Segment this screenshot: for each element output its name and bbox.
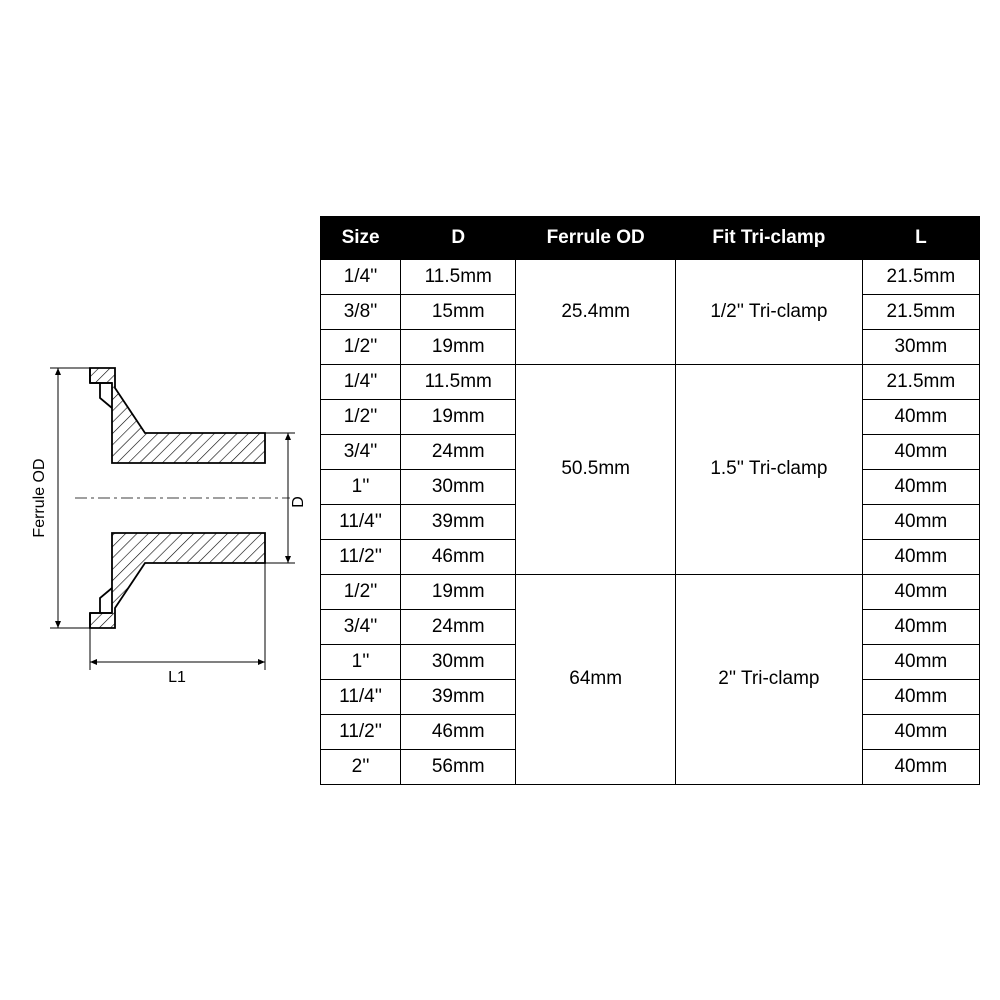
table-row: 1/2''19mm64mm2'' Tri-clamp40mm <box>321 574 980 609</box>
cell-l: 40mm <box>862 539 979 574</box>
diagram-region: Ferrule OD D L1 <box>20 288 310 713</box>
ferrule-section-drawing: Ferrule OD D L1 <box>20 288 310 708</box>
cell-l: 40mm <box>862 469 979 504</box>
cell-size: 11/4'' <box>321 679 401 714</box>
cell-d: 15mm <box>401 294 516 329</box>
cell-l: 21.5mm <box>862 294 979 329</box>
cell-l: 21.5mm <box>862 364 979 399</box>
cell-l: 40mm <box>862 399 979 434</box>
cell-l: 40mm <box>862 434 979 469</box>
cell-ferrule-od: 50.5mm <box>516 364 676 574</box>
cell-fit-tri-clamp: 1/2'' Tri-clamp <box>676 259 863 364</box>
cell-d: 19mm <box>401 574 516 609</box>
cell-size: 1/4'' <box>321 364 401 399</box>
cell-d: 56mm <box>401 749 516 784</box>
cell-ferrule-od: 64mm <box>516 574 676 784</box>
cell-size: 2'' <box>321 749 401 784</box>
cell-l: 40mm <box>862 609 979 644</box>
cell-d: 30mm <box>401 469 516 504</box>
cell-l: 40mm <box>862 504 979 539</box>
table-header-row: Size D Ferrule OD Fit Tri-clamp L <box>321 216 980 259</box>
cell-l: 40mm <box>862 644 979 679</box>
col-header-size: Size <box>321 216 401 259</box>
cell-d: 39mm <box>401 679 516 714</box>
cell-l: 30mm <box>862 329 979 364</box>
cell-fit-tri-clamp: 2'' Tri-clamp <box>676 574 863 784</box>
spec-table-region: Size D Ferrule OD Fit Tri-clamp L 1/4''1… <box>310 216 980 785</box>
spec-table: Size D Ferrule OD Fit Tri-clamp L 1/4''1… <box>320 216 980 785</box>
cell-d: 24mm <box>401 434 516 469</box>
col-header-ferrule-od: Ferrule OD <box>516 216 676 259</box>
cell-size: 1'' <box>321 644 401 679</box>
cell-size: 3/8'' <box>321 294 401 329</box>
cell-size: 1/2'' <box>321 329 401 364</box>
dim-label-ferrule-od: Ferrule OD <box>31 458 48 537</box>
cell-size: 1/2'' <box>321 574 401 609</box>
cell-d: 11.5mm <box>401 259 516 294</box>
cell-size: 1/4'' <box>321 259 401 294</box>
cell-l: 40mm <box>862 574 979 609</box>
col-header-d: D <box>401 216 516 259</box>
cell-size: 11/4'' <box>321 504 401 539</box>
cell-l: 40mm <box>862 714 979 749</box>
cell-d: 46mm <box>401 539 516 574</box>
cell-l: 40mm <box>862 749 979 784</box>
cell-size: 1/2'' <box>321 399 401 434</box>
cell-size: 11/2'' <box>321 539 401 574</box>
cell-ferrule-od: 25.4mm <box>516 259 676 364</box>
cell-d: 39mm <box>401 504 516 539</box>
cell-size: 3/4'' <box>321 434 401 469</box>
table-row: 1/4''11.5mm50.5mm1.5'' Tri-clamp21.5mm <box>321 364 980 399</box>
cell-d: 19mm <box>401 399 516 434</box>
cell-size: 11/2'' <box>321 714 401 749</box>
cell-d: 24mm <box>401 609 516 644</box>
cell-fit-tri-clamp: 1.5'' Tri-clamp <box>676 364 863 574</box>
cell-d: 19mm <box>401 329 516 364</box>
cell-size: 1'' <box>321 469 401 504</box>
cell-d: 46mm <box>401 714 516 749</box>
cell-size: 3/4'' <box>321 609 401 644</box>
dim-label-l1: L1 <box>168 669 186 686</box>
cell-d: 11.5mm <box>401 364 516 399</box>
col-header-fit-tri-clamp: Fit Tri-clamp <box>676 216 863 259</box>
col-header-l: L <box>862 216 979 259</box>
table-row: 1/4''11.5mm25.4mm1/2'' Tri-clamp21.5mm <box>321 259 980 294</box>
cell-d: 30mm <box>401 644 516 679</box>
cell-l: 40mm <box>862 679 979 714</box>
cell-l: 21.5mm <box>862 259 979 294</box>
dim-label-d: D <box>290 496 307 508</box>
